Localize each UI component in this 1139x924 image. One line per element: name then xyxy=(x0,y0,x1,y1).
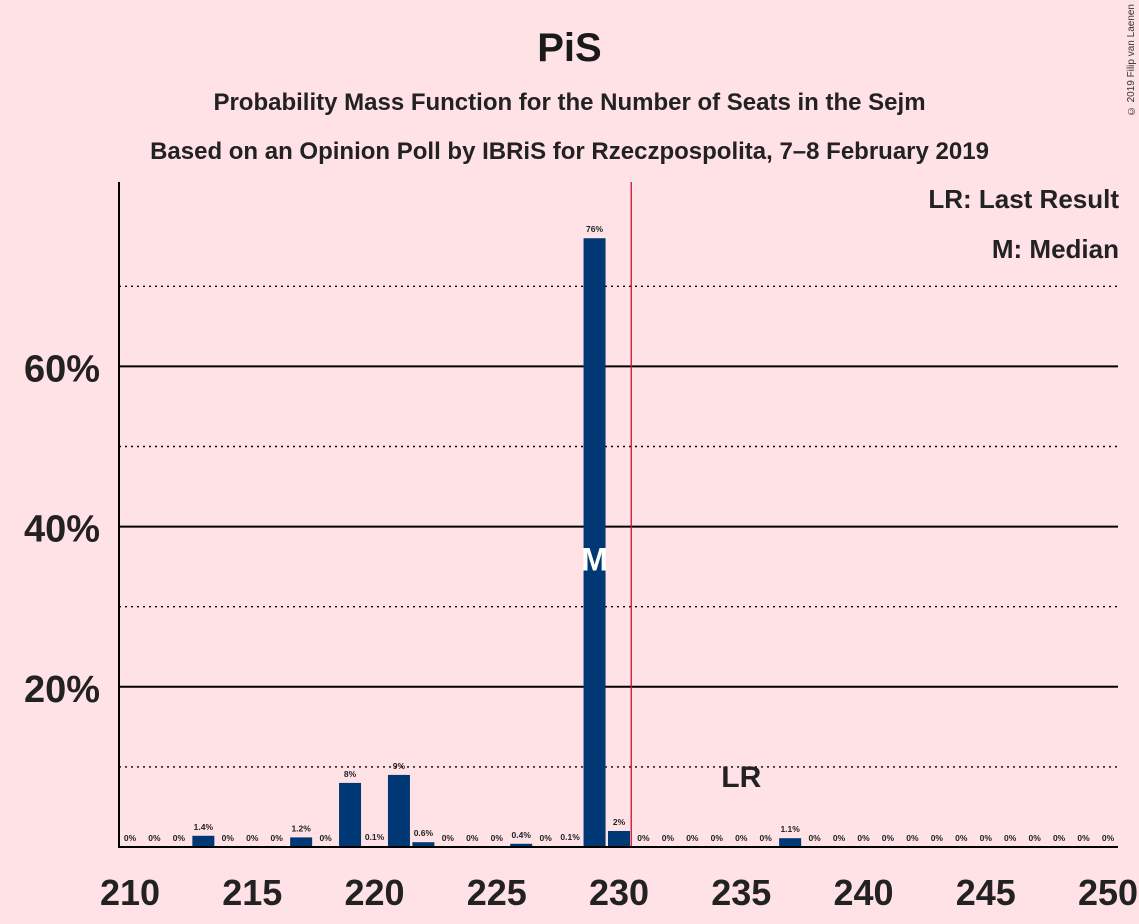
y-tick-label: 20% xyxy=(24,669,100,711)
data-label: 0.1% xyxy=(365,832,385,842)
data-label: 0% xyxy=(955,833,968,843)
x-tick-label: 210 xyxy=(100,872,160,913)
data-label: 0% xyxy=(148,833,161,843)
bar xyxy=(412,842,435,847)
chart-subtitle: Probability Mass Function for the Number… xyxy=(213,89,926,116)
data-label: 0% xyxy=(491,833,504,843)
data-label: 0% xyxy=(808,833,821,843)
legend-last-result: LR: Last Result xyxy=(928,184,1119,214)
data-label: 0% xyxy=(882,833,895,843)
data-label: 2% xyxy=(613,817,626,827)
bar xyxy=(583,238,606,848)
data-label: 0.4% xyxy=(512,830,532,840)
data-label: 0% xyxy=(833,833,846,843)
axes: 20% 40% 60% 210 215 220 225 230 235 240 245 250 xyxy=(24,182,1138,913)
x-tick-label: 225 xyxy=(467,872,527,913)
bar xyxy=(779,838,802,847)
data-label: 0% xyxy=(222,833,235,843)
x-tick-label: 235 xyxy=(711,872,771,913)
data-label: 0% xyxy=(906,833,919,843)
bar xyxy=(387,774,410,847)
bar xyxy=(510,843,533,847)
data-label: 0% xyxy=(760,833,773,843)
bar xyxy=(339,782,362,847)
data-labels: 0% 0% 0% 1.4% 0% 0% 0% 1.2% 0% 8% 0.1% 9% 0.6% 0% 0% 0%… xyxy=(124,224,1115,843)
y-tick-label: 40% xyxy=(24,509,100,551)
bar xyxy=(192,835,215,847)
data-label: 0.1% xyxy=(560,832,580,842)
data-label: 0% xyxy=(271,833,284,843)
grid-lines xyxy=(119,285,1118,768)
data-label: 9% xyxy=(393,761,406,771)
data-label: 0% xyxy=(540,833,553,843)
x-tick-label: 220 xyxy=(344,872,404,913)
x-tick-label: 230 xyxy=(589,872,649,913)
bar xyxy=(290,837,313,847)
data-label: 8% xyxy=(344,769,357,779)
data-label: 0% xyxy=(1053,833,1066,843)
data-label: 0% xyxy=(124,833,137,843)
data-label: 0% xyxy=(662,833,675,843)
bars xyxy=(192,238,802,848)
data-label: 0% xyxy=(735,833,748,843)
data-label: 0% xyxy=(857,833,870,843)
data-label: 0% xyxy=(1004,833,1017,843)
data-label: 1.1% xyxy=(780,824,800,834)
bar xyxy=(608,830,630,847)
data-label: 0% xyxy=(637,833,650,843)
chart-subtitle-2: Based on an Opinion Poll by IBRiS for Rz… xyxy=(150,138,989,165)
legend-median: M: Median xyxy=(991,234,1119,264)
data-label: 0% xyxy=(711,833,724,843)
last-result-marker: LR xyxy=(721,761,761,794)
data-label: 0% xyxy=(246,833,259,843)
data-label: 1.4% xyxy=(194,822,214,832)
data-label: 0% xyxy=(1077,833,1090,843)
x-tick-label: 245 xyxy=(956,872,1016,913)
data-label: 0% xyxy=(1102,833,1115,843)
data-label: 0% xyxy=(319,833,332,843)
data-label: 0% xyxy=(442,833,455,843)
data-label: 0% xyxy=(1029,833,1042,843)
data-label: 0.6% xyxy=(414,828,434,838)
x-tick-label: 215 xyxy=(222,872,282,913)
data-label: 0% xyxy=(466,833,479,843)
median-marker: M xyxy=(581,542,608,578)
data-label: 0% xyxy=(931,833,944,843)
x-tick-label: 250 xyxy=(1078,872,1138,913)
data-label: 1.2% xyxy=(291,823,311,833)
chart-title: PiS xyxy=(537,26,602,70)
data-label: 0% xyxy=(173,833,186,843)
x-tick-label: 240 xyxy=(833,872,893,913)
data-label: 0% xyxy=(980,833,993,843)
data-label: 0% xyxy=(686,833,699,843)
data-label: 76% xyxy=(586,224,603,234)
y-tick-label: 60% xyxy=(24,348,100,390)
